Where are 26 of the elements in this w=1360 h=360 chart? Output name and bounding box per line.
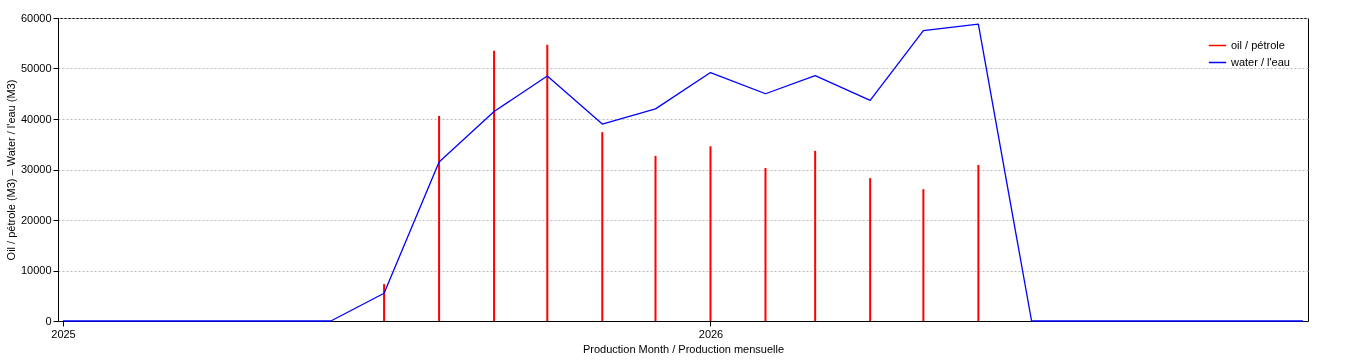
x-axis-title: Production Month / Production mensuelle [582,342,785,355]
y-tick-label: 30000 [20,163,52,175]
y-axis-title: Oil / pétrole (M3) – Water / l'eau (M3) [4,79,17,261]
legend-label: oil / pétrole [1231,38,1285,51]
bar [383,284,386,321]
bar [814,150,817,321]
x-tick-label: 2026 [698,327,724,340]
bar [977,164,980,321]
bar [709,146,712,321]
bar [438,115,441,321]
line-series [62,23,1304,322]
bar [601,132,604,321]
bar [654,155,657,321]
y-tick-label: 20000 [20,213,52,226]
y-tick-label: 10000 [20,264,52,276]
bar [764,167,767,321]
bar [869,178,872,321]
legend-label: water / l'eau [1230,55,1290,68]
x-tick-label: 2025 [51,327,76,340]
y-tick-label: 60000 [20,11,52,24]
y-tick-label: 40000 [20,112,52,125]
y-tick-label: 50000 [20,62,52,74]
y-tick-label: 0 [45,314,52,327]
bar [922,189,925,321]
bar [493,50,496,321]
bar [546,44,549,321]
